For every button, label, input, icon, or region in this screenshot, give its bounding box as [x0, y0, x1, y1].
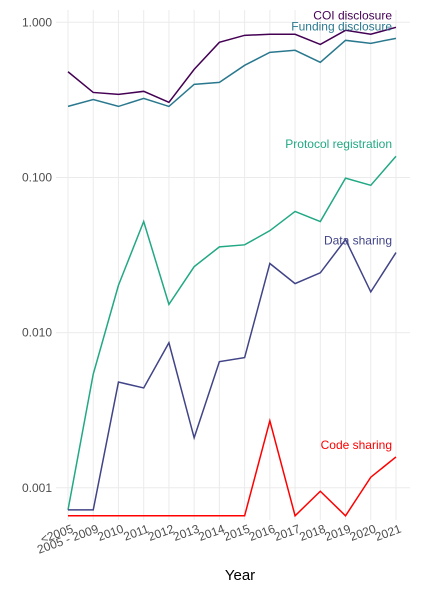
y-tick-label: 0.001: [22, 481, 52, 495]
line: [67, 155, 397, 511]
x-tick-label: 2021: [373, 522, 403, 544]
series-label: Funding disclosure: [291, 19, 392, 33]
x-axis-label: Year: [225, 567, 255, 584]
series-label: Code sharing: [321, 438, 392, 452]
x-tick-label: 2010: [96, 522, 126, 544]
line: [67, 26, 397, 104]
y-tick-label: 0.010: [22, 326, 52, 340]
series-label: COI disclosure: [313, 8, 392, 22]
series-label: Protocol registration: [285, 137, 392, 151]
y-tick-label: 0.100: [22, 170, 52, 184]
line: [67, 37, 397, 108]
line: [68, 238, 397, 511]
series-label: Data sharing: [324, 234, 392, 248]
line: [68, 417, 397, 518]
y-tick-label: 1.000: [22, 15, 52, 29]
